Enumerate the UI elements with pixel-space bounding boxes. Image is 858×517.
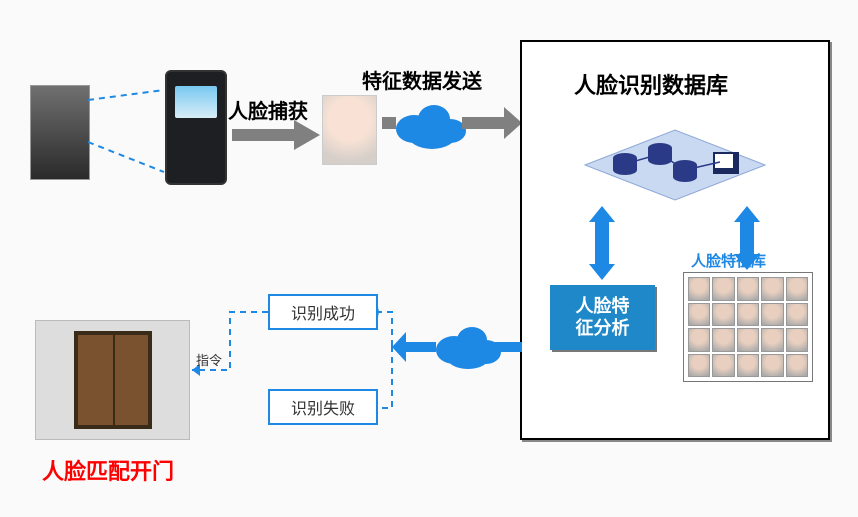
double-arrow-left <box>585 206 619 280</box>
label-send: 特征数据发送 <box>362 65 482 94</box>
result-fail-label: 识别失败 <box>291 395 355 419</box>
face-gallery <box>683 272 813 382</box>
label-db-title: 人脸识别数据库 <box>574 68 728 100</box>
label-feature-db: 人脸特征库 <box>691 250 766 271</box>
feature-analysis-box: 人脸特 征分析 <box>550 285 655 350</box>
feature-analysis-label: 人脸特 征分析 <box>576 296 630 339</box>
result-box-fail: 识别失败 <box>268 389 378 425</box>
server-platform <box>565 110 785 205</box>
person-photo <box>30 85 90 180</box>
dashed-fork <box>378 292 428 432</box>
door-photo <box>35 320 190 440</box>
face-crop <box>322 95 377 165</box>
result-box-ok: 识别成功 <box>268 294 378 330</box>
dashed-person-to-device <box>86 82 168 182</box>
device-panel <box>165 70 227 185</box>
bottom-title: 人脸匹配开门 <box>42 454 174 486</box>
result-ok-label: 识别成功 <box>291 300 355 324</box>
arrow-device-to-face <box>232 120 320 150</box>
cloud-send-arrow <box>382 95 522 155</box>
label-instruction: 指令 <box>196 350 222 369</box>
